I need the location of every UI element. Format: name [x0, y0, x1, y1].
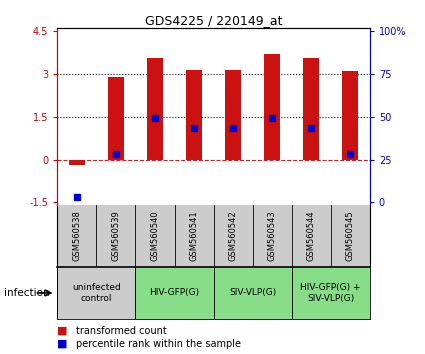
Text: ■: ■ — [57, 339, 68, 349]
Text: GSM560543: GSM560543 — [268, 210, 277, 261]
Text: transformed count: transformed count — [76, 326, 167, 336]
Bar — [343, 71, 358, 160]
Text: HIV-GFP(G) +
SIV-VLP(G): HIV-GFP(G) + SIV-VLP(G) — [300, 283, 361, 303]
FancyBboxPatch shape — [213, 267, 292, 319]
Bar — [225, 70, 241, 160]
FancyBboxPatch shape — [136, 267, 213, 319]
Text: GSM560540: GSM560540 — [150, 210, 159, 261]
Text: GSM560544: GSM560544 — [307, 210, 316, 261]
Text: GSM560539: GSM560539 — [111, 210, 120, 261]
FancyBboxPatch shape — [292, 267, 370, 319]
Text: GSM560545: GSM560545 — [346, 210, 355, 261]
Bar — [264, 54, 280, 160]
Text: GSM560542: GSM560542 — [229, 210, 238, 261]
FancyBboxPatch shape — [57, 267, 136, 319]
Bar — [69, 160, 85, 165]
Bar — [186, 70, 202, 160]
Text: SIV-VLP(G): SIV-VLP(G) — [229, 289, 276, 297]
Title: GDS4225 / 220149_at: GDS4225 / 220149_at — [145, 14, 282, 27]
Bar — [303, 58, 319, 160]
Bar — [108, 77, 124, 160]
Text: percentile rank within the sample: percentile rank within the sample — [76, 339, 241, 349]
Bar — [147, 58, 163, 160]
Text: uninfected
control: uninfected control — [72, 283, 121, 303]
Text: GSM560541: GSM560541 — [190, 210, 198, 261]
Text: GSM560538: GSM560538 — [72, 210, 82, 261]
Text: infection: infection — [4, 288, 50, 298]
Text: ■: ■ — [57, 326, 68, 336]
Text: HIV-GFP(G): HIV-GFP(G) — [150, 289, 200, 297]
